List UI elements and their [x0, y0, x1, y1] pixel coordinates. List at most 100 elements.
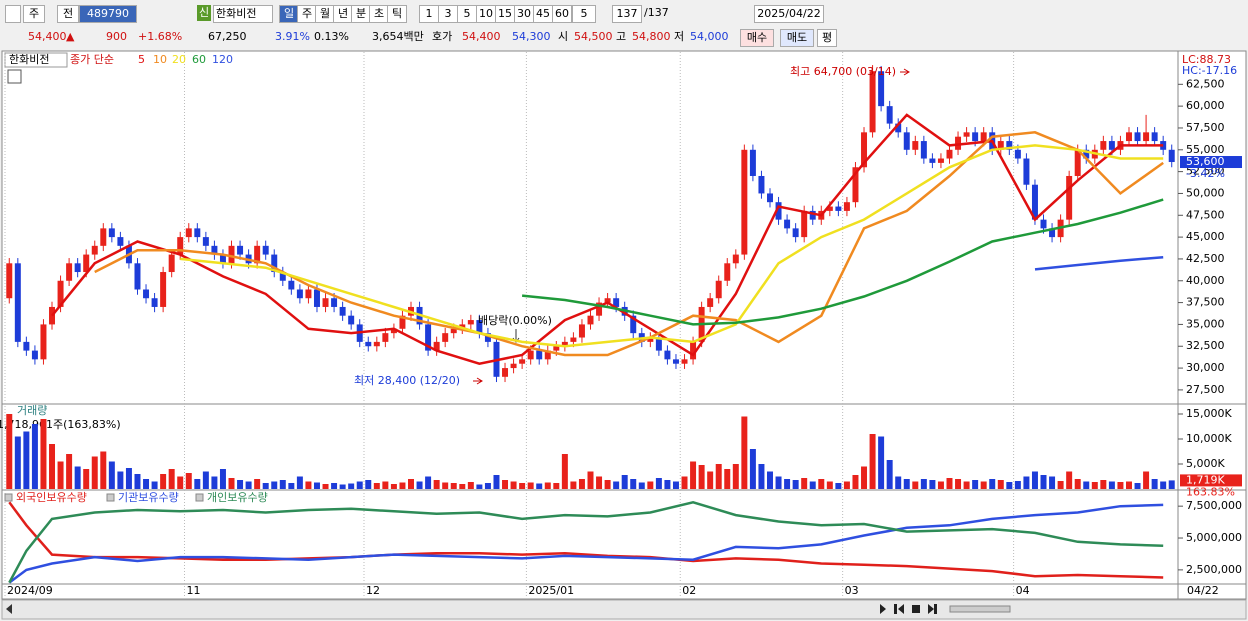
- toolbar-button[interactable]: 15: [495, 5, 515, 23]
- new-badge: 신: [197, 5, 212, 21]
- toolbar-button[interactable]: 초: [369, 5, 389, 23]
- candle-body: [1134, 132, 1141, 142]
- candle-body: [74, 263, 81, 273]
- legend-entry: 기관보유수량: [118, 491, 179, 504]
- code-input[interactable]: 489790: [79, 5, 137, 23]
- toolbar-button[interactable]: 5: [457, 5, 477, 23]
- candle-body: [596, 302, 603, 316]
- candle-body: [1023, 158, 1030, 185]
- candle-body: [869, 71, 876, 133]
- y-tick-label: 27,500: [1186, 383, 1225, 396]
- volume-bar: [442, 482, 449, 489]
- toolbar-button[interactable]: 1: [419, 5, 439, 23]
- volume-bar: [185, 473, 192, 489]
- volume-bar: [553, 483, 560, 489]
- count-total: /137: [644, 6, 669, 19]
- volume-bar: [835, 483, 842, 489]
- toolbar-button[interactable]: 틱: [387, 5, 407, 23]
- volume-bar: [715, 464, 722, 489]
- avg-button[interactable]: 평: [817, 29, 837, 47]
- volume-bar: [1031, 471, 1038, 489]
- ma-line: [1034, 255, 1164, 271]
- candle-body: [878, 71, 885, 107]
- scroll-left[interactable]: [6, 604, 12, 614]
- candle-body: [1083, 149, 1090, 159]
- volume-bar: [912, 481, 919, 489]
- toolbar-button[interactable]: 일: [279, 5, 299, 23]
- candle-body: [143, 289, 150, 299]
- volume: 67,250: [208, 30, 247, 43]
- toolbar-button[interactable]: 45: [533, 5, 553, 23]
- candle-body: [630, 315, 637, 334]
- holding-line: [8, 503, 1164, 584]
- legend-entry: 60: [192, 53, 206, 66]
- volume-bar: [228, 478, 235, 489]
- x-tick-label: 02: [682, 584, 696, 597]
- volume-last: 1,719K: [1186, 473, 1225, 486]
- market[interactable]: 전: [57, 5, 79, 23]
- volume-bar: [690, 461, 697, 489]
- candle-body: [963, 132, 970, 137]
- volume-box: [1180, 474, 1242, 487]
- candle-body: [1031, 184, 1038, 220]
- toolbar-button[interactable]: 30: [514, 5, 534, 23]
- candle-body: [929, 158, 936, 163]
- sell-button[interactable]: 매도: [780, 29, 814, 47]
- volume-bar: [527, 482, 534, 489]
- scrollbar[interactable]: [1, 599, 1247, 620]
- layout-button[interactable]: [5, 5, 21, 23]
- price-box: [1180, 156, 1242, 169]
- volume-bar: [1168, 480, 1175, 489]
- candle-body: [852, 167, 859, 203]
- buy-button[interactable]: 매수: [740, 29, 774, 47]
- volume-bar: [604, 480, 611, 489]
- y-tick-label: 40,000: [1186, 274, 1225, 287]
- volume-bar: [1023, 476, 1030, 489]
- volume-bar: [767, 471, 773, 489]
- toolbar-button[interactable]: 10: [476, 5, 496, 23]
- legend-entry: 5: [138, 53, 145, 66]
- toolbar-button[interactable]: 월: [315, 5, 335, 23]
- volume-bar: [91, 456, 98, 489]
- date-input[interactable]: 2025/04/22: [754, 5, 824, 23]
- volume-bar: [450, 483, 457, 489]
- volume-bar: [955, 479, 962, 489]
- candle-body: [502, 368, 509, 377]
- candle-body: [972, 132, 979, 142]
- candle-body: [527, 350, 534, 360]
- period-type[interactable]: 주: [23, 5, 45, 23]
- y-tick-label: 2,500,000: [1186, 563, 1242, 576]
- toolbar-button[interactable]: 3: [438, 5, 458, 23]
- candle-body: [604, 298, 611, 303]
- volume-bar: [1143, 471, 1150, 489]
- candle-body: [861, 132, 868, 168]
- zoom-track[interactable]: [949, 605, 1011, 613]
- toolbar-button[interactable]: 주: [297, 5, 317, 23]
- candle-body: [484, 333, 491, 342]
- candle-body: [690, 341, 697, 360]
- change: 900: [106, 30, 127, 43]
- candle-body: [732, 254, 739, 264]
- stock-name[interactable]: 한화비전: [213, 5, 273, 23]
- candle-body: [578, 324, 585, 338]
- candle-body: [843, 202, 850, 211]
- y-tick-label: 45,000: [1186, 230, 1225, 243]
- unit-input[interactable]: 5: [572, 5, 596, 23]
- symbol-box: [4, 52, 68, 68]
- volume-bar: [903, 479, 910, 489]
- candle-body: [519, 359, 526, 364]
- grid-icon[interactable]: [7, 69, 22, 84]
- volume-bar: [724, 469, 731, 489]
- symbol-label: 한화비전: [9, 53, 49, 66]
- scroll-controls[interactable]: [880, 604, 937, 614]
- candle-body: [758, 175, 765, 194]
- candle-body: [185, 228, 192, 238]
- toolbar-button[interactable]: 년: [333, 5, 353, 23]
- candle-body: [587, 315, 594, 325]
- toolbar-button[interactable]: 60: [552, 5, 572, 23]
- count-input[interactable]: 137: [612, 5, 642, 23]
- volume-bar: [288, 483, 295, 489]
- volume-bar: [322, 484, 329, 489]
- low: 54,000: [690, 30, 729, 43]
- toolbar-button[interactable]: 분: [351, 5, 371, 23]
